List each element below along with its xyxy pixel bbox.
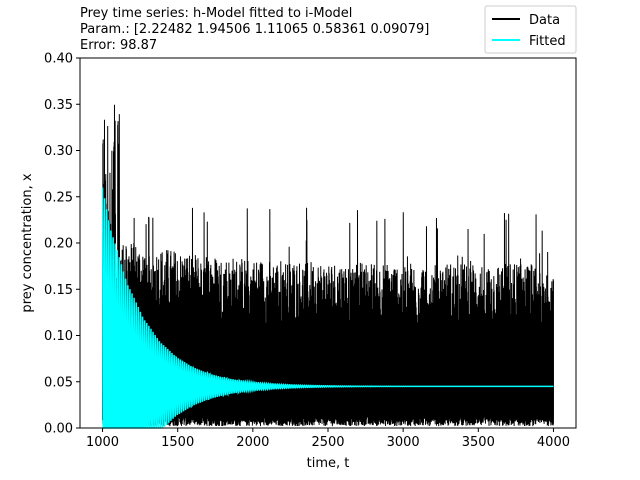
- chart-title-line-3: Error: 98.87: [80, 38, 157, 53]
- series-fitted-line: [101, 187, 554, 429]
- y-axis-label: prey concentration, x: [20, 173, 35, 312]
- x-tick-label: 3500: [462, 435, 495, 450]
- x-tick-label: 1500: [161, 435, 194, 450]
- x-tick-label: 3000: [387, 435, 420, 450]
- x-axis-ticks: 1000 1500 2000 2500 3000 3500 4000: [86, 428, 570, 450]
- y-tick-label: 0.25: [44, 190, 73, 205]
- x-tick-label: 4000: [537, 435, 570, 450]
- y-axis-ticks: 0.00 0.05 0.10 0.15 0.20 0.25 0.30 0.35 0.40: [44, 52, 80, 437]
- x-tick-label: 2500: [311, 435, 344, 450]
- plot-area: [101, 104, 554, 429]
- y-tick-label: 0.15: [44, 283, 73, 298]
- y-tick-label: 0.35: [44, 98, 73, 113]
- y-tick-label: 0.30: [44, 144, 73, 159]
- x-tick-label: 1000: [86, 435, 119, 450]
- y-tick-label: 0.00: [44, 422, 73, 437]
- chart-title-line-2: Param.: [2.22482 1.94506 1.11065 0.58361…: [80, 22, 429, 37]
- x-axis-label: time, t: [307, 456, 350, 471]
- y-tick-label: 0.05: [44, 375, 73, 390]
- legend-data-label: Data: [529, 13, 560, 28]
- y-tick-label: 0.40: [44, 52, 73, 67]
- legend-box: [484, 5, 577, 54]
- legend: Data Fitted: [484, 5, 577, 54]
- y-tick-label: 0.20: [44, 237, 73, 252]
- legend-fitted-label: Fitted: [529, 34, 566, 49]
- y-tick-label: 0.10: [44, 329, 73, 344]
- chart-title-line-1: Prey time series: h-Model fitted to i-Mo…: [80, 6, 352, 21]
- series-data-line: [102, 104, 554, 427]
- x-tick-label: 2000: [236, 435, 269, 450]
